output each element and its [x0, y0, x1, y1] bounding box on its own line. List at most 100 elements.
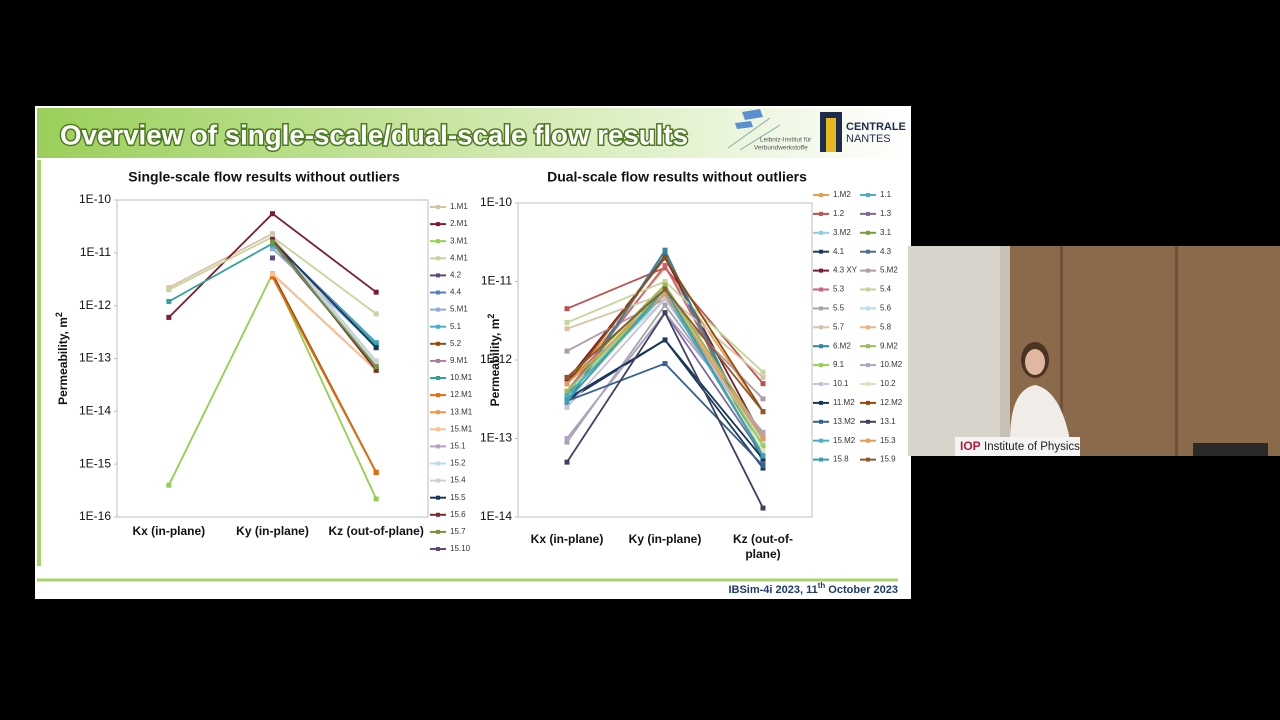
point	[760, 429, 766, 435]
point	[373, 469, 379, 475]
legend-label: 10.2	[880, 379, 896, 388]
x-tick-label: Kz (out-of-plane)	[733, 532, 793, 561]
point	[760, 453, 766, 459]
point	[564, 306, 570, 312]
x-tick-label: Kx (in-plane)	[530, 532, 604, 546]
y-tick-label: 1E-13	[79, 351, 111, 365]
speaker-body	[1010, 385, 1070, 440]
legend-label: 5.M1	[450, 305, 468, 314]
legend-label: 3.M1	[450, 236, 468, 245]
point	[564, 393, 570, 399]
legend-label: 6.M2	[833, 341, 851, 350]
legend-marker	[436, 376, 440, 380]
legend-label: 1.M1	[450, 202, 468, 211]
point	[662, 296, 668, 302]
legend-marker	[436, 222, 440, 227]
legend-label: 10.M2	[880, 360, 903, 369]
point	[373, 345, 379, 351]
series-line	[271, 273, 377, 371]
video-furniture	[1193, 443, 1268, 456]
legend-label: 13.M1	[450, 407, 473, 416]
legend-label: 5.5	[833, 304, 845, 313]
x-tick-label: Ky (in-plane)	[236, 524, 309, 538]
legend-marker	[866, 457, 870, 462]
point	[564, 436, 570, 441]
legend-label: 9.M2	[880, 341, 898, 350]
legend-label: 1.1	[880, 190, 892, 199]
y-tick-label: 1E-12	[79, 298, 111, 312]
overlay-bar	[955, 437, 1080, 456]
point	[662, 310, 668, 316]
legend-marker	[436, 461, 440, 466]
point	[760, 396, 766, 402]
video-seam	[1060, 246, 1063, 456]
y-tick-label: 1E-10	[79, 192, 111, 206]
point	[760, 443, 766, 449]
point	[662, 252, 668, 258]
legend-label: 12.M2	[880, 398, 903, 407]
point	[564, 398, 570, 404]
point	[662, 255, 668, 261]
legend-marker	[819, 344, 823, 349]
legend-label: 5.4	[880, 285, 892, 294]
point	[760, 448, 766, 454]
point	[760, 505, 766, 511]
y-tick-label: 1E-11	[481, 274, 512, 288]
point	[564, 377, 570, 383]
point	[564, 439, 570, 445]
legend-marker	[866, 325, 870, 330]
point	[662, 286, 668, 292]
y-tick-label: 1E-10	[480, 195, 512, 209]
point	[662, 282, 668, 288]
point	[662, 337, 668, 343]
legend-label: 15.3	[880, 436, 896, 445]
point	[270, 255, 275, 261]
legend-label: 5.3	[833, 285, 845, 294]
point	[270, 236, 275, 242]
point	[564, 381, 570, 387]
speaker-face	[1025, 349, 1045, 375]
point	[564, 348, 570, 354]
point	[662, 279, 668, 284]
chart-title: Dual-scale flow results without outliers	[547, 169, 807, 185]
point	[760, 374, 766, 380]
legend-marker	[866, 211, 870, 216]
legend-marker	[819, 287, 823, 292]
legend-marker	[819, 268, 823, 273]
legend-marker	[866, 249, 870, 254]
legend-label: 4.3	[880, 247, 892, 256]
legend-marker	[819, 419, 823, 424]
point	[760, 432, 766, 438]
legend-marker	[866, 230, 870, 235]
legend-label: 2.M1	[450, 219, 468, 228]
legend-marker	[866, 344, 870, 349]
legend-label: 15.9	[880, 455, 896, 464]
legend-label: 15.8	[833, 455, 849, 464]
logo-text: NANTES	[846, 133, 891, 145]
y-axis-label-sup: 2	[54, 312, 64, 317]
point	[662, 291, 668, 297]
legend-marker	[819, 457, 823, 462]
footer-text: October 2023	[828, 584, 898, 596]
legend-marker	[436, 410, 440, 415]
legend-label: 5.M2	[880, 266, 898, 275]
slide-title: Overview of single-scale/dual-scale flow…	[60, 119, 688, 150]
x-tick-label-box: Kz (out-of-plane)	[733, 532, 793, 561]
charts: Single-scale flow results without outlie…	[54, 169, 903, 561]
legend-marker	[436, 273, 440, 278]
legend-label: 3.1	[880, 228, 892, 237]
legend-marker	[436, 205, 440, 209]
point	[270, 231, 275, 237]
legend-marker	[436, 529, 440, 534]
legend-label: 15.2	[450, 459, 466, 468]
point	[270, 211, 275, 217]
x-tick-label-box: Kx (in-plane)	[132, 524, 205, 538]
point	[662, 302, 668, 308]
point	[166, 298, 172, 304]
x-tick-label: Kz (out-of-plane)	[328, 524, 424, 538]
point	[373, 289, 379, 295]
logo-text: Leibniz-Institut für	[760, 137, 812, 144]
legend-marker	[819, 382, 823, 386]
y-tick-label: 1E-14	[480, 509, 512, 523]
